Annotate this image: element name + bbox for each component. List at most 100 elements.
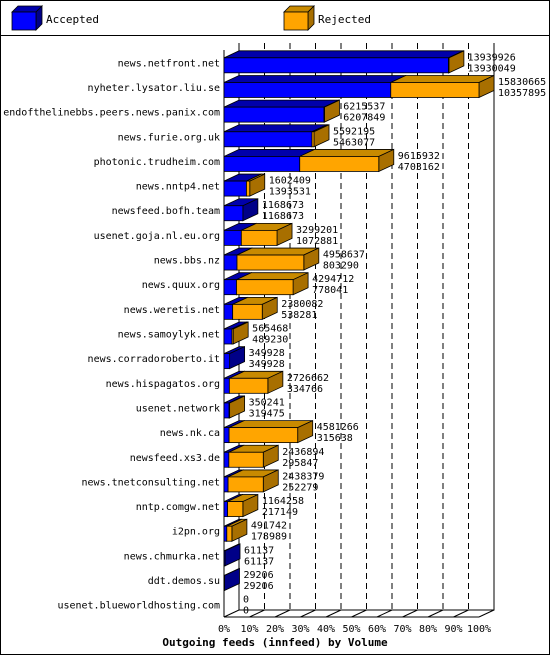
data-label-total: 9615932 xyxy=(398,151,440,162)
data-label-total: 349928 xyxy=(249,348,285,359)
category-label: usenet.goja.nl.eu.org xyxy=(94,231,220,242)
data-label-accepted: 1168673 xyxy=(262,211,304,222)
data-label-total: 2436894 xyxy=(282,447,324,458)
category-label: news.chmurka.net xyxy=(124,551,220,562)
floor-gridline xyxy=(453,609,469,618)
accepted-bar-front xyxy=(223,57,449,74)
rejected-bar xyxy=(227,469,279,493)
data-label-accepted: 315638 xyxy=(317,433,353,444)
rejected-bar-front xyxy=(228,427,299,444)
rejected-bar-front xyxy=(447,57,450,74)
data-label-accepted: 0 xyxy=(243,606,249,617)
data-label-accepted: 803290 xyxy=(323,261,359,272)
floor-gridline xyxy=(351,609,367,618)
data-label-total: 61137 xyxy=(244,545,274,556)
data-label-accepted: 349928 xyxy=(249,359,285,370)
rejected-bar-front xyxy=(228,377,269,394)
data-label-total: 2726662 xyxy=(287,373,329,384)
category-label: news.furie.org.uk xyxy=(118,132,220,143)
rejected-bar xyxy=(246,173,266,197)
rejected-bar xyxy=(390,74,495,99)
category-label: news.nk.ca xyxy=(160,428,220,439)
rejected-bar xyxy=(228,444,279,468)
data-label-total: 4294712 xyxy=(312,274,354,285)
plot-floor-left-edge xyxy=(223,609,240,618)
rejected-bar xyxy=(227,493,259,518)
accepted-bar-top xyxy=(223,99,340,108)
data-label-accepted: 4703162 xyxy=(398,162,440,173)
rejected-bar xyxy=(236,272,309,296)
accepted-bar-front xyxy=(223,131,313,148)
data-label-total: 15830665 xyxy=(498,77,546,88)
accepted-bar-front xyxy=(223,550,226,567)
floor-gridline xyxy=(427,609,444,618)
category-label: ddt.demos.su xyxy=(148,576,220,587)
data-label-accepted: 178989 xyxy=(251,532,287,543)
floor-gridline xyxy=(402,609,418,618)
x-tick-label: 30% xyxy=(291,624,309,635)
accepted-bar-top xyxy=(223,50,464,59)
x-tick-label: 40% xyxy=(317,624,335,635)
data-label-accepted: 489230 xyxy=(252,335,288,346)
data-label-accepted: 217149 xyxy=(262,507,298,518)
accepted-bar-front xyxy=(223,303,234,320)
accepted-bar-front xyxy=(223,476,229,493)
x-tick-label: 0% xyxy=(218,624,230,635)
category-label: nntp.comgw.net xyxy=(136,502,220,513)
accepted-bar xyxy=(223,567,240,592)
data-label-total: 565468 xyxy=(252,324,288,335)
x-tick-label: 70% xyxy=(393,624,411,635)
rejected-bar-front xyxy=(231,328,234,345)
data-label-total: 2380082 xyxy=(281,299,323,310)
data-label-accepted: 778041 xyxy=(312,285,348,296)
x-tick-label: 10% xyxy=(240,624,258,635)
rejected-bar-front xyxy=(299,156,380,172)
chart-title: Outgoing feeds (innfeed) by Volume xyxy=(162,636,388,649)
rejected-bar-front xyxy=(311,131,315,148)
rejected-bar xyxy=(447,50,465,74)
accepted-bar-top xyxy=(223,124,328,133)
x-tick-label: 100% xyxy=(467,624,491,635)
rejected-bar-top xyxy=(390,75,495,83)
rejected-bar-front xyxy=(236,254,305,271)
rejected-bar xyxy=(228,419,314,444)
x-tick-label: 60% xyxy=(368,624,386,635)
category-label: newsfeed.bofh.team xyxy=(112,206,220,217)
rejected-bar xyxy=(226,518,248,542)
x-tick-label: 80% xyxy=(419,624,437,635)
data-label-accepted: 13930049 xyxy=(468,63,516,74)
data-label-accepted: 334766 xyxy=(287,384,323,395)
plot-floor-right-edge xyxy=(478,609,495,618)
category-label: news.netfront.net xyxy=(118,58,220,69)
rejected-bar-front xyxy=(236,279,294,296)
data-label-accepted: 61137 xyxy=(244,556,274,567)
rejected-bar-front xyxy=(228,451,264,468)
data-label-accepted: 6207849 xyxy=(343,113,385,124)
data-label-total: 1168673 xyxy=(262,200,304,211)
data-label-accepted: 5463077 xyxy=(333,137,375,148)
accepted-bar-front xyxy=(223,402,230,419)
accepted-bar-front xyxy=(223,254,238,271)
data-label-total: 4958637 xyxy=(323,250,365,261)
rejected-bar-front xyxy=(390,82,480,98)
category-label: news.bbs.nz xyxy=(154,256,220,267)
floor-gridline xyxy=(325,609,342,618)
data-label-accepted: 295847 xyxy=(282,458,318,469)
data-label-accepted: 1072881 xyxy=(296,236,338,247)
accepted-bar-front xyxy=(223,525,228,542)
floor-gridline xyxy=(376,609,393,618)
category-label: endofthelinebbs.peers.news.panix.com xyxy=(3,108,220,119)
accepted-bar-front xyxy=(223,205,244,222)
rejected-bar xyxy=(228,395,246,419)
category-label: photonic.trudheim.com xyxy=(94,157,220,168)
data-label-total: 350241 xyxy=(249,397,285,408)
accepted-bar-top xyxy=(223,75,406,83)
data-label-total: 1164258 xyxy=(262,496,304,507)
data-label-total: 491742 xyxy=(251,521,287,532)
accepted-bar-front xyxy=(223,180,247,197)
rejected-bar-front xyxy=(240,229,278,246)
bars-layer xyxy=(223,50,495,592)
accepted-bar-front xyxy=(223,229,242,246)
